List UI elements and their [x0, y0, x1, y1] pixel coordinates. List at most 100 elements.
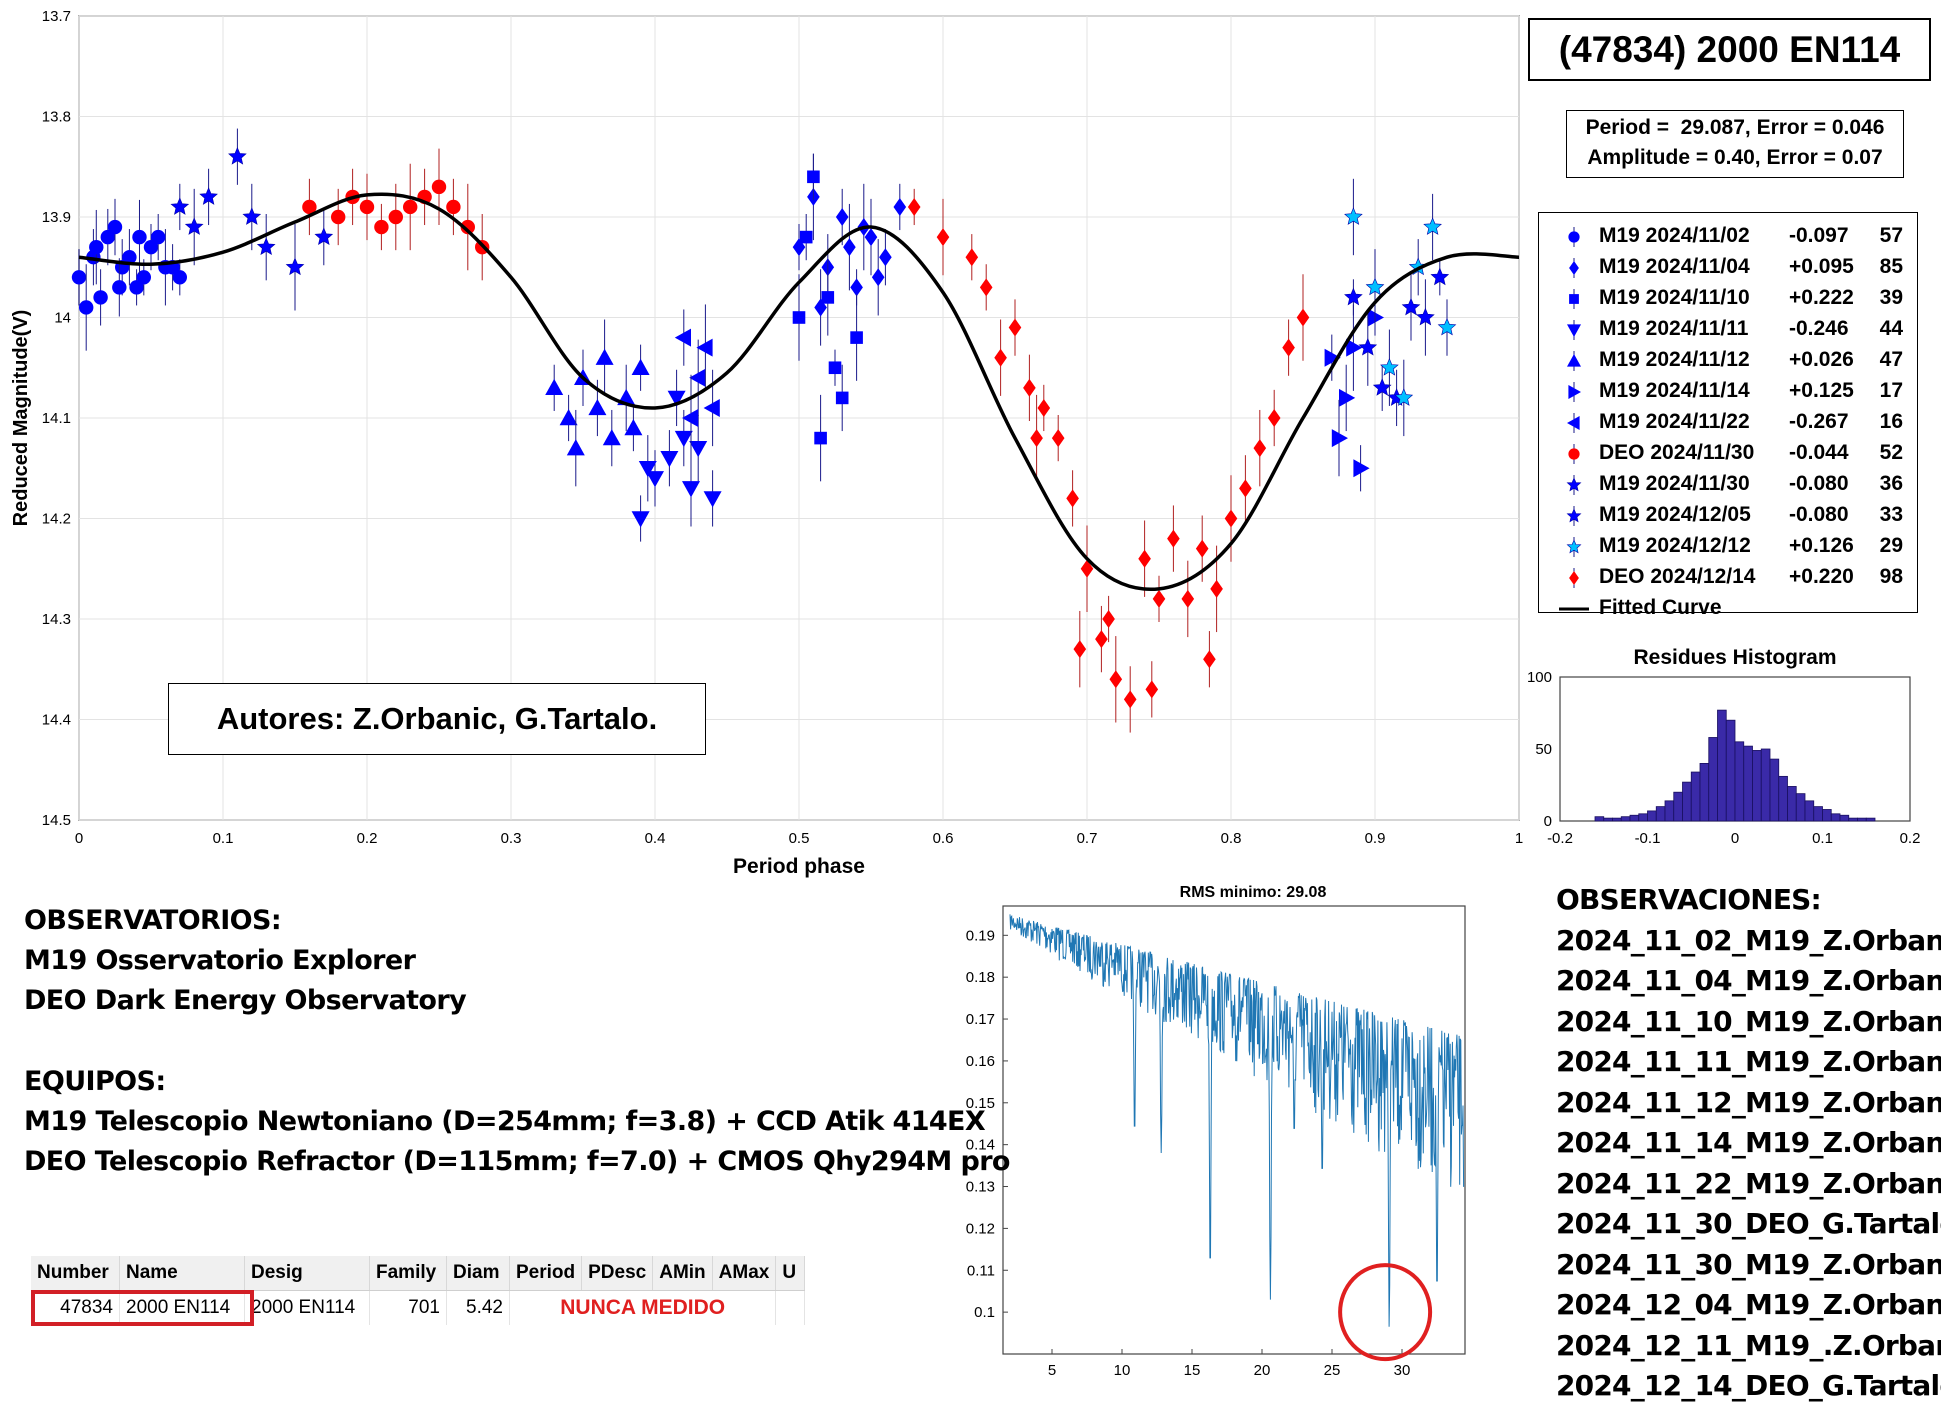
observacion-item: 2024_11_12_M19_Z.Orbanic [1556, 1085, 1941, 1119]
rms-title: RMS minimo: 29.08 [1180, 884, 1327, 901]
histogram-bar [1717, 709, 1727, 822]
legend-marker-icon [1569, 289, 1579, 309]
data-point [1102, 610, 1115, 628]
data-point [1339, 388, 1356, 407]
col-u: U [775, 1256, 806, 1291]
rms-periodogram: RMS minimo: 29.08 5 10 15 20 25 30 0.1 0.11 0.12… [966, 884, 1466, 1379]
data-point [595, 348, 614, 365]
histogram-bar [1839, 814, 1850, 822]
period-stats: Period = 29.087, Error = 0.046 Amplitude… [1566, 110, 1904, 178]
histogram-bars [1594, 709, 1876, 822]
histogram-y-tick: 50 [1535, 741, 1552, 758]
cell-u [775, 1290, 806, 1325]
histogram-bar [1830, 813, 1841, 822]
histogram-ticks: -0.2 -0.1 0 0.1 0.2 0 50 100 [1527, 669, 1920, 847]
histogram-bar [1638, 813, 1648, 822]
histogram-bar [1647, 810, 1657, 822]
legend-marker-icon [1569, 258, 1579, 278]
legend-label: M19 2024/11/04 [1599, 255, 1750, 278]
data-point [89, 239, 104, 255]
legend-item: M19 2024/11/04 +0.095 85 [1539, 251, 1915, 282]
data-point [1095, 630, 1108, 649]
y-tick-label: 14 [54, 310, 71, 327]
data-point [1282, 338, 1295, 357]
legend-item: M19 2024/11/10 +0.222 39 [1539, 282, 1915, 313]
legend-item: M19 2024/11/30 -0.080 36 [1539, 468, 1915, 499]
x-tick-label: 0 [75, 830, 83, 847]
legend-count: 17 [1879, 379, 1903, 402]
data-point [631, 358, 650, 375]
histogram-bar [1620, 816, 1631, 822]
data-point [1239, 479, 1252, 498]
data-point [1181, 589, 1195, 608]
histogram-bar [1743, 745, 1753, 822]
data-point [1145, 680, 1159, 699]
histogram-bar [1664, 800, 1675, 822]
data-point [1073, 640, 1087, 659]
legend-offset: -0.097 [1789, 224, 1849, 247]
data-point [696, 338, 713, 357]
data-point [1210, 579, 1223, 598]
data-point [1430, 267, 1450, 286]
data-point [256, 237, 276, 256]
histogram-y-tick: 100 [1527, 669, 1552, 686]
data-point [559, 409, 578, 426]
legend-label: M19 2024/11/12 [1599, 348, 1750, 371]
data-point [893, 197, 907, 216]
legend-item: M19 2024/12/12 +0.126 29 [1539, 530, 1915, 561]
legend-count: 98 [1879, 565, 1903, 588]
data-point [799, 230, 813, 244]
histogram-x-tick: 0.1 [1812, 830, 1833, 847]
mpc-info-table: Number Name Desig Family Diam Period PDe… [31, 1256, 806, 1325]
histogram-bar [1787, 786, 1797, 822]
data-point [1380, 358, 1399, 376]
y-tick-label: 13.8 [42, 109, 71, 126]
data-point [1401, 297, 1421, 316]
legend: M19 2024/11/02 -0.097 57 M19 2024/11/04 +0.0… [1538, 212, 1918, 619]
legend-label: M19 2024/11/11 [1599, 317, 1749, 340]
data-point [1324, 348, 1341, 367]
data-point [1416, 307, 1435, 326]
legend-item: DEO 2024/12/14 +0.220 98 [1539, 561, 1915, 592]
data-point [446, 199, 461, 215]
histogram-bar [1655, 806, 1666, 822]
data-point [1008, 318, 1022, 337]
lightcurve-xlabel: Period phase [733, 855, 865, 878]
legend-marker-icon [1567, 351, 1581, 371]
data-point [660, 451, 679, 468]
legend-marker-icon [1567, 413, 1580, 433]
y-tick-label: 14.3 [42, 611, 71, 628]
legend-marker-icon [1559, 607, 1589, 611]
data-point [1344, 207, 1363, 225]
data-point [100, 229, 116, 245]
data-point [682, 409, 699, 427]
legend-offset: +0.125 [1789, 379, 1854, 402]
data-point [184, 217, 204, 235]
data-point [674, 328, 691, 347]
legend-marker [1568, 448, 1580, 460]
col-amin: AMin [652, 1256, 713, 1291]
data-point [907, 197, 921, 216]
data-point [979, 278, 993, 297]
equipo-m19: M19 Telescopio Newtoniano (D=254mm; f=3.… [24, 1106, 986, 1137]
rms-minimum-highlight [1338, 1263, 1433, 1362]
never-measured-note: NUNCA MEDIDO [509, 1290, 777, 1325]
data-point [1353, 459, 1370, 478]
data-point [850, 278, 863, 297]
legend-label: DEO 2024/11/30 [1599, 441, 1755, 464]
data-point [828, 361, 842, 375]
observacion-item: 2024_11_10_M19_Z.Orbanic [1556, 1004, 1941, 1038]
cell-name: 2000 EN114 [119, 1290, 245, 1325]
histogram-bar [1822, 809, 1832, 822]
rms-line [1009, 914, 1465, 1327]
legend-count: 29 [1879, 534, 1903, 557]
data-point [136, 270, 151, 285]
legend-item: M19 2024/11/11 -0.246 44 [1539, 313, 1915, 344]
observacion-item: 2024_11_30_M19_Z.Orbanic [1556, 1247, 1941, 1281]
data-point [602, 429, 621, 446]
data-point [545, 378, 564, 396]
col-period: Period [509, 1256, 583, 1291]
data-point [1423, 217, 1442, 235]
legend-label: M19 2024/11/02 [1599, 224, 1750, 247]
rms-x-tick: 10 [1114, 1362, 1131, 1379]
